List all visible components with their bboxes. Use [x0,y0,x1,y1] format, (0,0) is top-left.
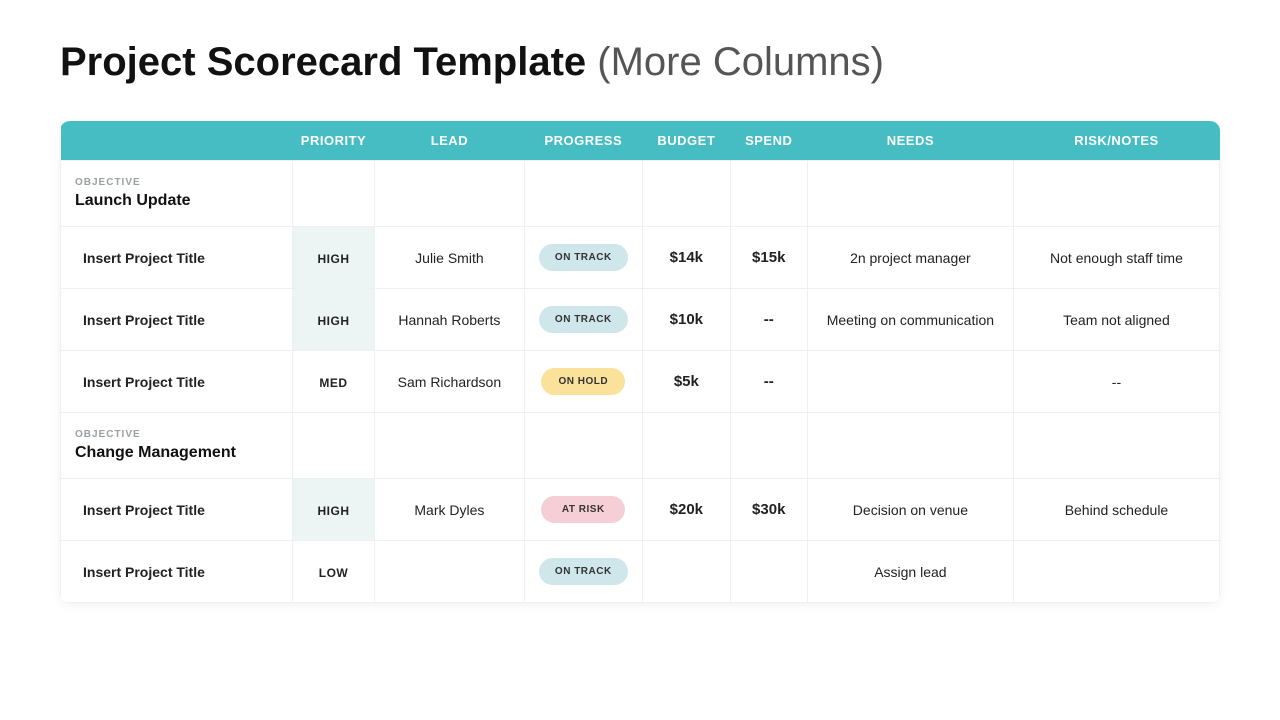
lead-cell: Mark Dyles [375,479,524,541]
scorecard-card: PRIORITYLEADPROGRESSBUDGETSPENDNEEDSRISK… [60,121,1220,603]
progress-pill: ON HOLD [541,368,625,395]
progress-cell: AT RISK [524,479,642,541]
objective-row: OBJECTIVE Launch Update [61,161,1220,227]
budget-cell: $5k [643,351,731,413]
spend-cell [730,541,807,603]
column-header: PRIORITY [292,121,374,161]
spend-cell: -- [730,289,807,351]
table-row: Insert Project TitleHIGHJulie Smith ON TR… [61,227,1220,289]
lead-cell [375,541,524,603]
progress-cell: ON TRACK [524,289,642,351]
objective-cell: OBJECTIVE Launch Update [61,161,293,227]
objective-name: Launch Update [75,192,282,210]
project-title-cell: Insert Project Title [61,351,293,413]
progress-cell: ON TRACK [524,227,642,289]
needs-cell: Meeting on communication [807,289,1013,351]
spend-cell: $15k [730,227,807,289]
lead-cell: Julie Smith [375,227,524,289]
priority-cell: HIGH [292,227,374,289]
risk-cell: Not enough staff time [1013,227,1219,289]
table-body: OBJECTIVE Launch Update Insert Project Tit… [61,161,1220,603]
project-title-cell: Insert Project Title [61,479,293,541]
spend-cell: -- [730,351,807,413]
column-header: BUDGET [643,121,731,161]
progress-pill: AT RISK [541,496,625,523]
title-sub: (More Columns) [597,40,884,84]
priority-cell: MED [292,351,374,413]
project-title-cell: Insert Project Title [61,227,293,289]
budget-cell [643,541,731,603]
risk-cell [1013,541,1219,603]
objective-label: OBJECTIVE [75,429,282,440]
needs-cell: Decision on venue [807,479,1013,541]
objective-row: OBJECTIVE Change Management [61,413,1220,479]
objective-cell: OBJECTIVE Change Management [61,413,293,479]
column-header: NEEDS [807,121,1013,161]
table-row: Insert Project TitleHIGHHannah Roberts ON… [61,289,1220,351]
budget-cell: $10k [643,289,731,351]
column-header: PROGRESS [524,121,642,161]
column-header: SPEND [730,121,807,161]
progress-pill: ON TRACK [539,306,628,333]
needs-cell: Assign lead [807,541,1013,603]
risk-cell: -- [1013,351,1219,413]
scorecard-table: PRIORITYLEADPROGRESSBUDGETSPENDNEEDSRISK… [60,121,1220,603]
needs-cell: 2n project manager [807,227,1013,289]
progress-pill: ON TRACK [539,558,628,585]
objective-label: OBJECTIVE [75,177,282,188]
table-row: Insert Project TitleMEDSam Richardson ON … [61,351,1220,413]
budget-cell: $14k [643,227,731,289]
project-title-cell: Insert Project Title [61,289,293,351]
priority-cell: HIGH [292,479,374,541]
page-title: Project Scorecard Template (More Columns… [60,40,1220,85]
lead-cell: Hannah Roberts [375,289,524,351]
column-header: LEAD [375,121,524,161]
budget-cell: $20k [643,479,731,541]
priority-cell: LOW [292,541,374,603]
column-header [61,121,293,161]
risk-cell: Team not aligned [1013,289,1219,351]
table-row: Insert Project TitleLOW ON TRACK Assign le… [61,541,1220,603]
progress-cell: ON TRACK [524,541,642,603]
priority-cell: HIGH [292,289,374,351]
table-header-row: PRIORITYLEADPROGRESSBUDGETSPENDNEEDSRISK… [61,121,1220,161]
column-header: RISK/NOTES [1013,121,1219,161]
progress-cell: ON HOLD [524,351,642,413]
table-row: Insert Project TitleHIGHMark Dyles AT RIS… [61,479,1220,541]
objective-name: Change Management [75,444,282,462]
progress-pill: ON TRACK [539,244,628,271]
lead-cell: Sam Richardson [375,351,524,413]
spend-cell: $30k [730,479,807,541]
project-title-cell: Insert Project Title [61,541,293,603]
risk-cell: Behind schedule [1013,479,1219,541]
title-main: Project Scorecard Template [60,40,586,84]
needs-cell [807,351,1013,413]
